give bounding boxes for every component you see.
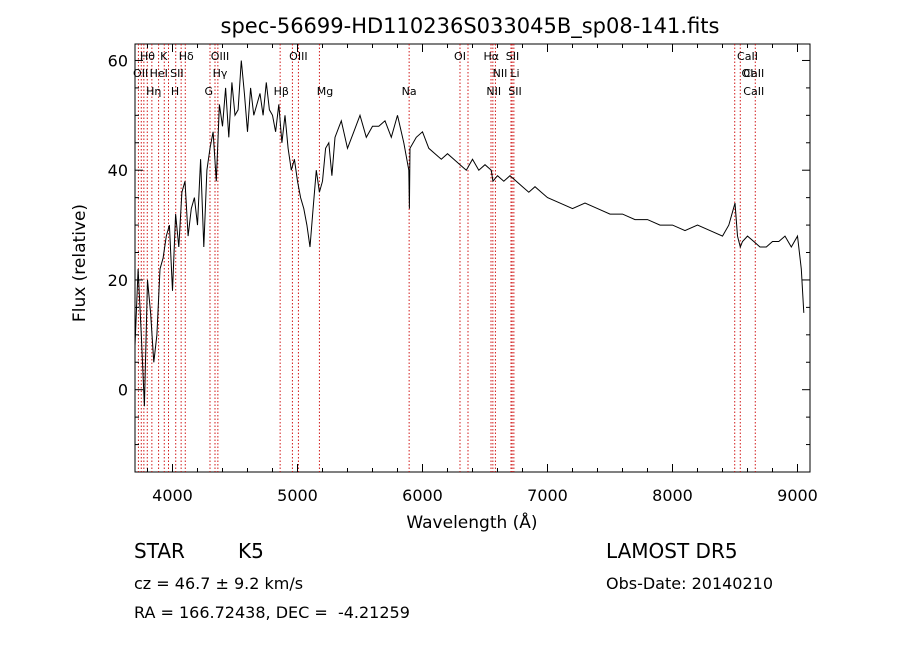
feature-label-24: SII [508,85,521,98]
feature-label-3: OII [133,67,148,80]
x-tick-label-1: 5000 [277,486,318,505]
feature-label-25: CaII [743,67,764,80]
feature-label-4: HeI [150,67,168,80]
feature-label-1: K [160,50,168,63]
feature-label-23: NII [486,85,501,98]
chart-title: spec-56699-HD110236S033045B_sp08-141.fit… [221,14,720,39]
feature-label-2: Hδ [179,50,194,63]
y-axis: 0 20 40 60 [108,51,810,446]
feature-label-21: Li [510,67,519,80]
ra-dec-coordinates: RA = 166.72438, DEC = -4.21259 [134,603,410,622]
plot-frame [134,43,811,473]
feature-label-17: Hβ [274,85,289,98]
y-tick-label-3: 60 [108,51,128,70]
feature-label-10: Hα [483,50,499,63]
feature-label-19: Na [402,85,417,98]
object-class: STAR [134,539,185,563]
x-tick-label-2: 6000 [402,486,443,505]
y-tick-label-2: 40 [108,161,128,180]
x-axis: 4000 5000 6000 7000 8000 9000 [147,44,818,505]
feature-label-0: Hθ [140,50,155,63]
feature-label-15: H [171,85,179,98]
x-tick-label-4: 8000 [652,486,693,505]
feature-label-18: Mg [317,85,333,98]
x-tick-label-5: 9000 [777,486,818,505]
feature-label-14: Hη [146,85,161,98]
survey-name: LAMOST DR5 [606,539,738,563]
object-subclass: K5 [238,539,264,563]
y-tick-label-1: 20 [108,271,128,290]
feature-label-22: CaII [743,85,764,98]
feature-label-13: OI [742,67,754,80]
feature-label-9: OI [454,50,466,63]
feature-label-11: SII [506,50,519,63]
feature-label-20: NII [493,67,508,80]
x-axis-label: Wavelength (Å) [406,511,537,533]
feature-label-8: OIII [289,50,307,63]
feature-label-6: OIII [211,50,229,63]
x-tick-label-3: 7000 [527,486,568,505]
spectrum-line [134,60,805,407]
y-tick-label-0: 0 [118,381,128,400]
x-tick-label-0: 4000 [152,486,193,505]
feature-label-12: CaII [737,50,758,63]
feature-label-7: Hγ [213,67,228,80]
redshift-cz: cz = 46.7 ± 9.2 km/s [134,574,304,593]
feature-label-5: SII [170,67,183,80]
feature-label-16: G [204,85,213,98]
observation-date: Obs-Date: 20140210 [606,574,774,593]
y-axis-label: Flux (relative) [70,204,90,322]
